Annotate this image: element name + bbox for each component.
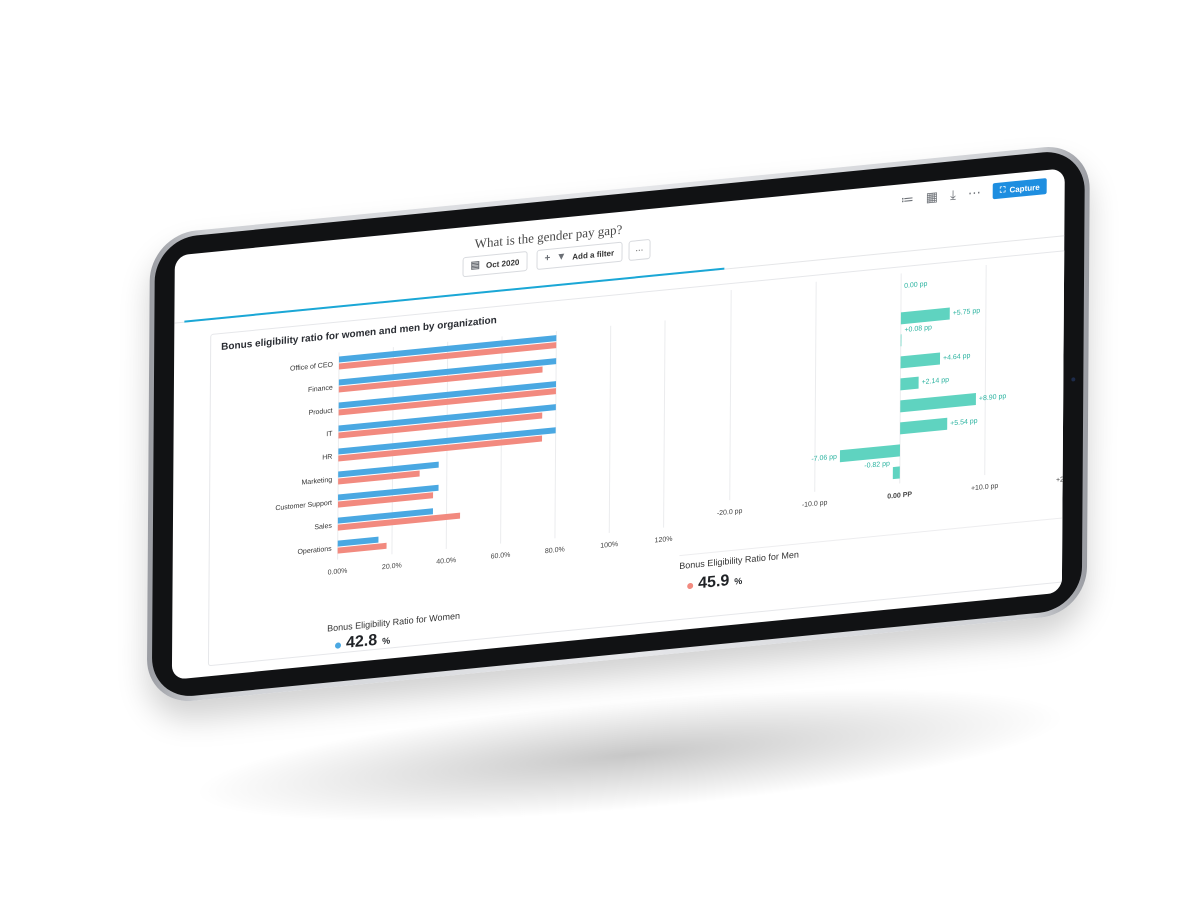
gap-x-tick-label: +20.0 pp	[1056, 474, 1065, 484]
gap-bar	[900, 352, 941, 369]
capture-button[interactable]: ⛶ Capture	[992, 178, 1047, 200]
gridline	[554, 331, 557, 539]
date-filter-label: Oct 2020	[485, 257, 520, 270]
ratio-bar-chart: 0.00% 20.0% 40.0% 60.0% 80.0% 100% 120% Office …	[275, 320, 673, 577]
category-label: Marketing	[301, 477, 332, 487]
capture-label: Capture	[1009, 182, 1040, 195]
gap-bar-chart: -20.0 pp -10.0 pp 0.00 PP +10.0 pp +20.0 pp 0…	[717, 264, 1065, 518]
kpi-women-unit: %	[382, 635, 391, 647]
plus-icon: +	[544, 252, 551, 265]
category-label: IT	[326, 431, 333, 439]
gap-bar	[900, 307, 950, 325]
gap-data-label: +2.14 pp	[922, 377, 950, 387]
men-legend-dot	[687, 582, 694, 590]
category-label: Sales	[314, 523, 332, 532]
presentation-icon[interactable]: ▦	[925, 188, 939, 205]
capture-icon: ⛶	[999, 185, 1006, 195]
front-camera	[1071, 377, 1076, 382]
bar-women	[338, 358, 557, 386]
category-label: Office of CEO	[290, 362, 334, 373]
gap-data-label: -0.82 pp	[864, 460, 890, 470]
funnel-icon: ▼	[556, 251, 567, 264]
x-tick-label: 100%	[600, 541, 618, 550]
women-legend-dot	[334, 642, 342, 649]
x-tick-label: 20.0%	[382, 562, 402, 571]
category-label: HR	[322, 454, 332, 462]
bar-men	[338, 470, 420, 485]
x-tick-label: 60.0%	[491, 552, 511, 561]
bar-women	[338, 484, 439, 501]
gap-x-tick-label: -10.0 pp	[802, 500, 828, 510]
device-shadow	[186, 661, 1074, 849]
bar-men	[337, 542, 387, 554]
toolbar: ≔ ▦ ⤓ ⋯ ⛶ Capture	[901, 178, 1047, 208]
bar-women	[338, 335, 557, 363]
category-label: Customer Support	[275, 500, 332, 513]
bar-women	[337, 508, 433, 524]
more-filters-button[interactable]: ···	[628, 238, 651, 262]
chart-card: Bonus eligibility ratio for women and me…	[207, 247, 1065, 667]
gap-gridline	[729, 289, 732, 501]
filter-settings-icon[interactable]: ≔	[900, 191, 914, 208]
x-tick-label: 120%	[655, 536, 673, 545]
gap-gridline	[814, 281, 817, 492]
gap-data-label: +8.90 pp	[979, 393, 1007, 403]
bar-men	[338, 366, 543, 393]
gap-gridline	[984, 264, 987, 476]
bar-women	[337, 536, 379, 547]
bar-men	[338, 388, 556, 416]
gap-bar	[900, 417, 948, 435]
bar-women	[338, 427, 556, 455]
gap-data-label: +4.64 pp	[943, 353, 971, 363]
gap-x-tick-label: -20.0 pp	[717, 508, 743, 518]
category-label: Product	[309, 408, 333, 417]
date-filter-chip[interactable]: ▤ Oct 2020	[462, 250, 528, 278]
kpi-women-number: 42.8	[345, 631, 378, 652]
gap-data-label: +5.54 pp	[950, 418, 978, 428]
gap-x-tick-label: +10.0 pp	[971, 483, 999, 493]
gap-data-label: +5.75 pp	[953, 308, 981, 318]
gap-bar	[900, 392, 976, 413]
calendar-icon: ▤	[470, 259, 481, 272]
add-filter-button[interactable]: + ▼ Add a filter	[536, 241, 623, 271]
gap-x-tick-label: 0.00 PP	[887, 491, 912, 500]
gap-bar	[900, 334, 902, 347]
add-filter-label: Add a filter	[572, 247, 615, 262]
tablet-bezel: What is the gender pay gap? ▤ Oct 2020 +…	[151, 148, 1085, 700]
x-tick-label: 0.00%	[328, 568, 348, 577]
tablet-device: What is the gender pay gap? ▤ Oct 2020 +…	[146, 142, 1090, 706]
app-screen: What is the gender pay gap? ▤ Oct 2020 +…	[171, 168, 1065, 680]
x-tick-label: 80.0%	[545, 546, 565, 555]
kpi-women-value: 42.8 %	[334, 630, 391, 653]
download-icon[interactable]: ⤓	[950, 186, 956, 203]
bar-men	[338, 435, 543, 462]
bar-men	[338, 342, 557, 370]
category-label: Finance	[308, 385, 333, 394]
bar-men	[337, 512, 461, 531]
gap-data-label: +0.08 pp	[904, 324, 932, 334]
bar-women	[338, 404, 556, 432]
category-label: Operations	[297, 546, 332, 556]
bar-men	[337, 492, 434, 508]
gap-bar	[839, 444, 901, 463]
x-tick-label: 40.0%	[436, 557, 456, 566]
gap-bar	[892, 466, 900, 480]
bar-women	[338, 381, 557, 409]
bar-men	[338, 412, 543, 439]
more-options-icon[interactable]: ⋯	[967, 184, 981, 201]
gap-data-label: 0.00 pp	[904, 281, 927, 290]
gap-data-label: -7.06 pp	[811, 454, 837, 464]
gridline	[663, 320, 666, 528]
kpi-men-value: 45.9 %	[687, 571, 742, 594]
gridline	[608, 325, 612, 533]
bar-women	[338, 461, 439, 478]
gap-bar	[900, 376, 919, 391]
kpi-men-number: 45.9	[698, 572, 730, 593]
kpi-men-unit: %	[734, 575, 743, 587]
